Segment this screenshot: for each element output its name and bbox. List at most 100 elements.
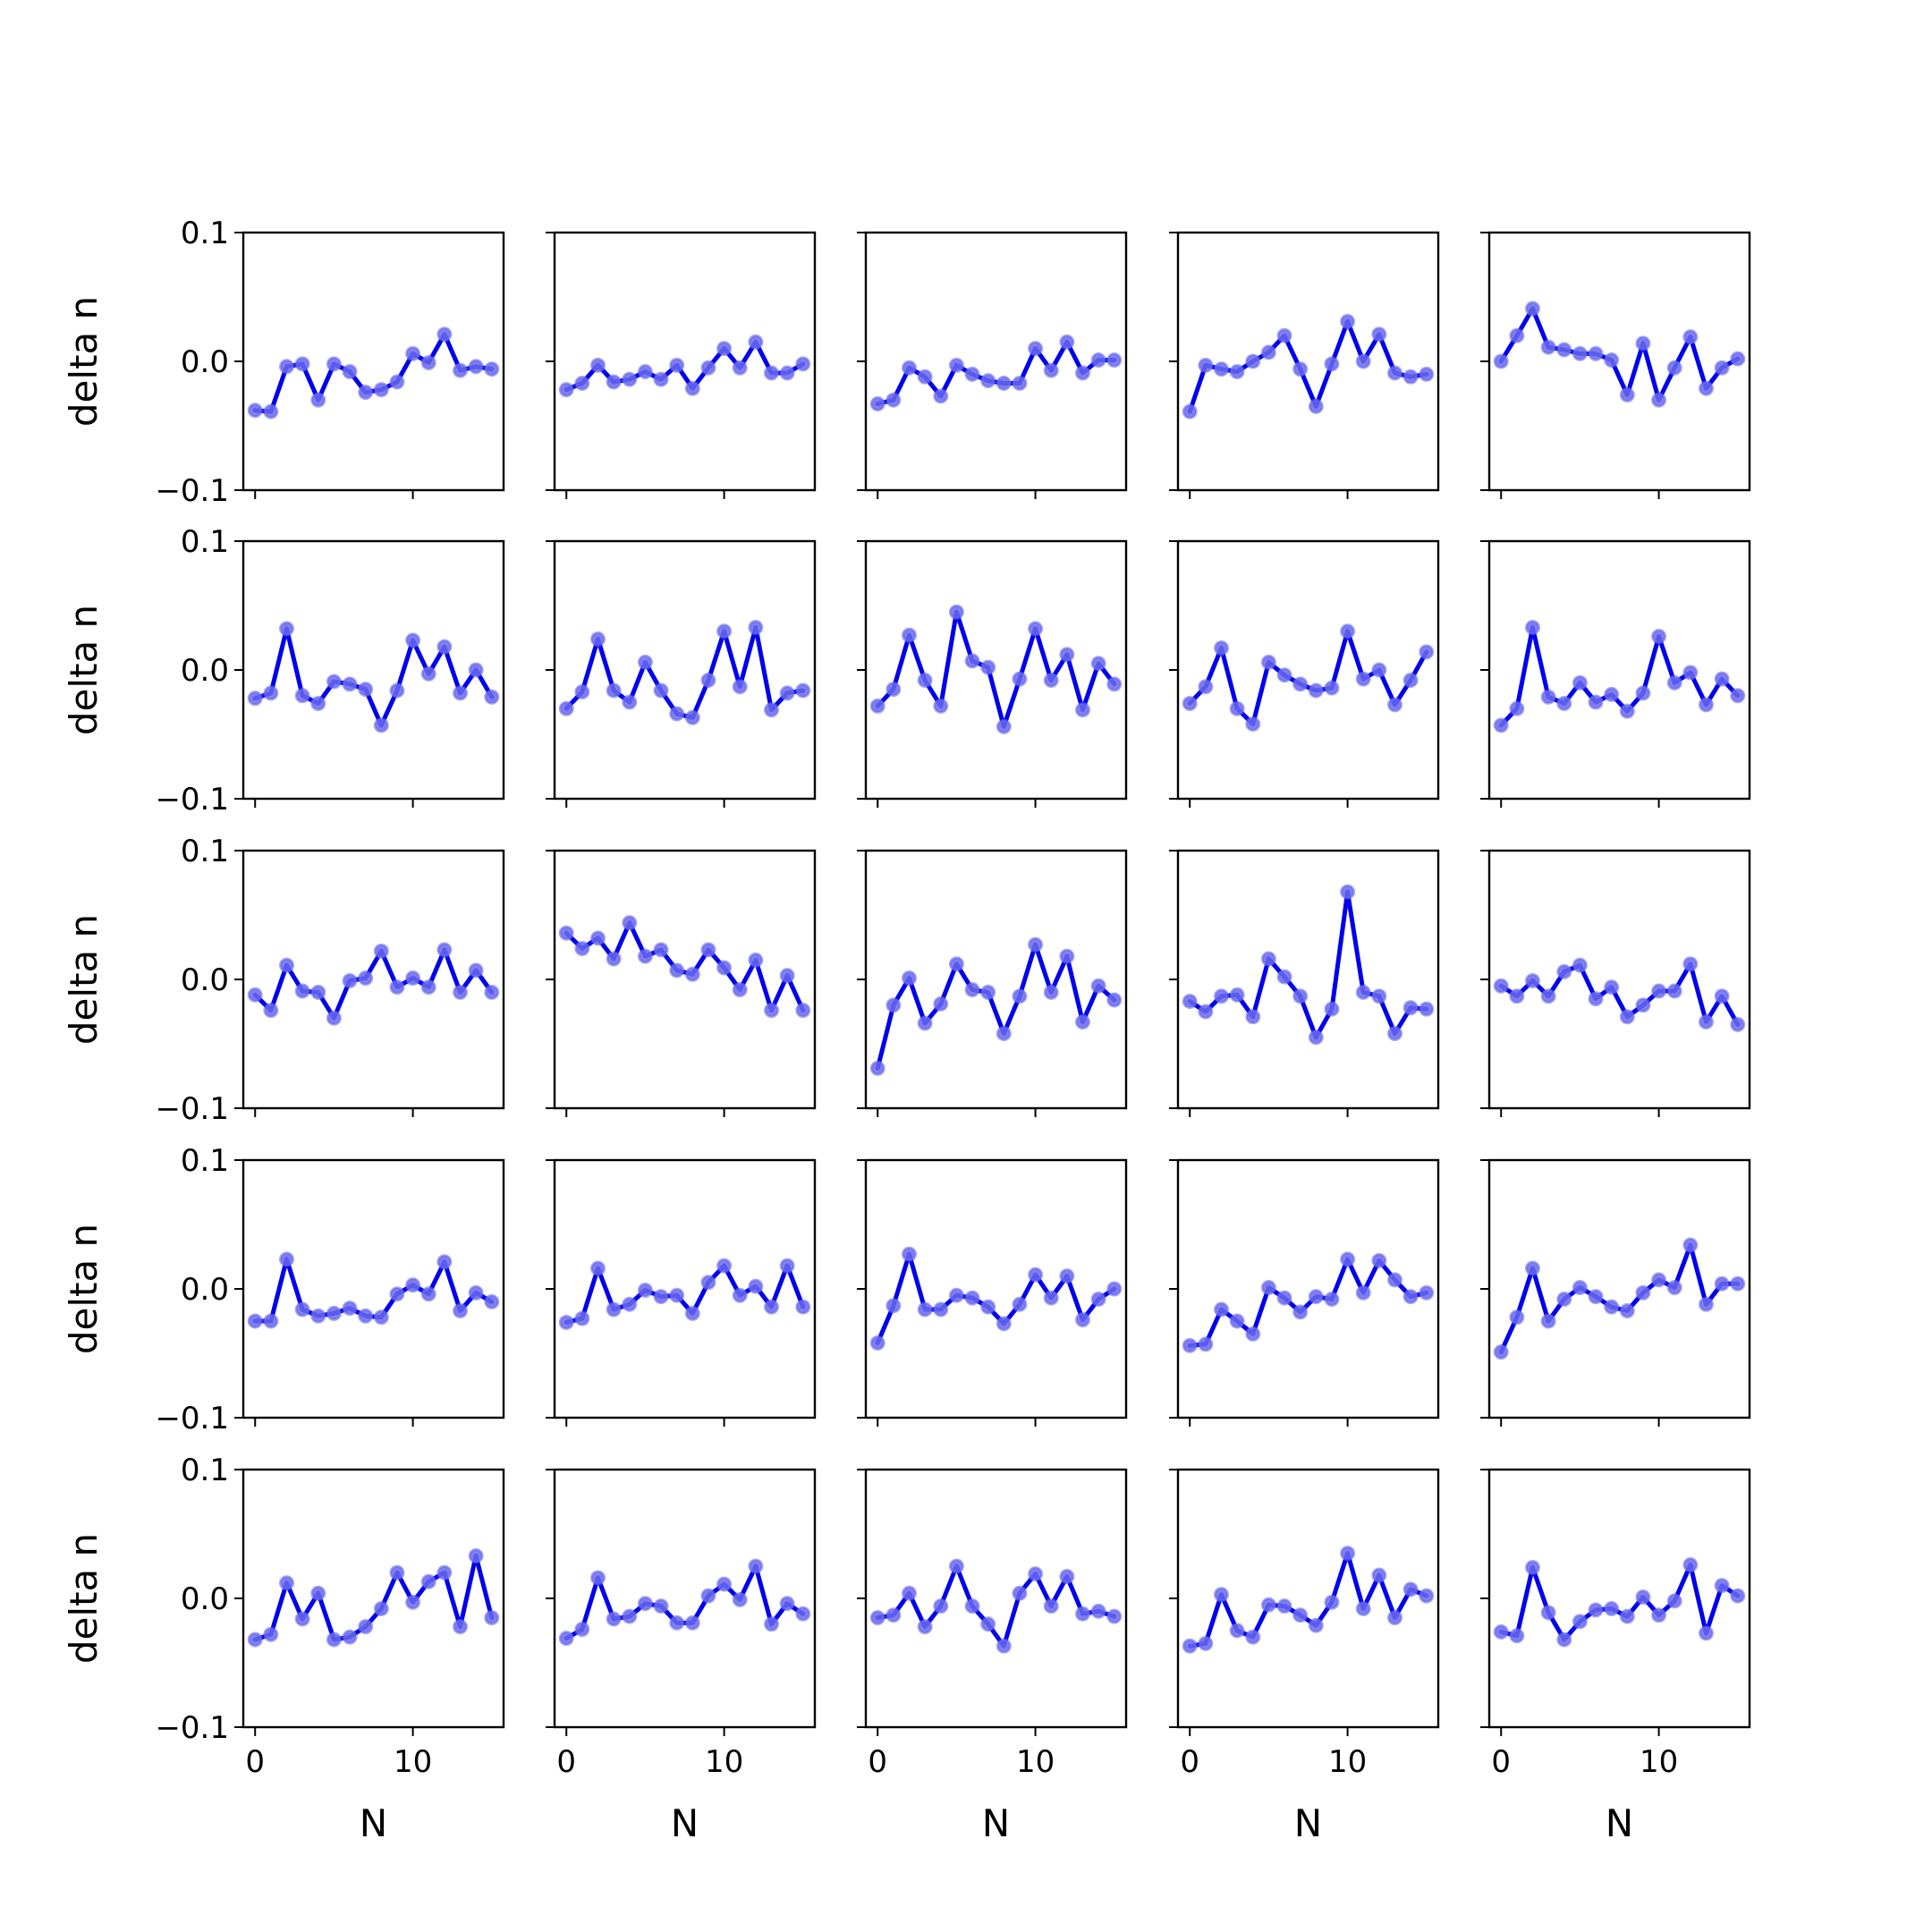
data-point xyxy=(1245,1326,1261,1342)
data-point xyxy=(558,925,574,941)
data-point xyxy=(558,1314,574,1330)
data-point xyxy=(653,371,669,387)
data-point xyxy=(1419,644,1435,660)
data-point xyxy=(1387,1025,1402,1041)
data-point xyxy=(247,402,263,419)
data-point xyxy=(1075,1606,1090,1622)
data-point xyxy=(669,1614,685,1631)
data-point xyxy=(996,718,1012,734)
data-point xyxy=(279,1575,294,1591)
panel-r2-c1: −0.1 0.0 0.1 delta n xyxy=(62,524,505,818)
data-point xyxy=(964,982,980,998)
data-point xyxy=(1059,334,1075,350)
data-point xyxy=(358,970,374,987)
axes-frame xyxy=(242,231,505,492)
axes-frame xyxy=(242,1158,505,1419)
data-point xyxy=(1493,978,1509,994)
data-point xyxy=(247,987,263,1003)
panel-r5-c4: 0 10N xyxy=(1169,1468,1440,1845)
data-point xyxy=(700,673,716,689)
data-point xyxy=(996,1025,1012,1041)
data-point xyxy=(1509,1628,1525,1644)
data-point xyxy=(1419,1001,1435,1017)
data-point xyxy=(1059,1268,1075,1284)
series-line xyxy=(1187,889,1429,1040)
data-point xyxy=(980,659,996,675)
data-point xyxy=(420,979,436,996)
data-point xyxy=(1509,1309,1525,1326)
data-point xyxy=(732,679,748,695)
data-point xyxy=(980,1616,996,1632)
data-point xyxy=(574,1622,590,1638)
data-point xyxy=(310,392,326,408)
data-point xyxy=(1308,1289,1324,1305)
data-point xyxy=(1635,997,1651,1013)
axes-frame xyxy=(553,849,817,1110)
data-point xyxy=(980,984,996,1000)
data-point xyxy=(294,356,310,372)
y-axis-label: delta n xyxy=(62,1533,106,1664)
data-point xyxy=(1635,685,1651,701)
data-point xyxy=(1540,988,1556,1004)
data-point xyxy=(1229,364,1245,380)
data-point xyxy=(732,1287,748,1303)
data-point xyxy=(1090,1603,1106,1619)
panel-r5-c5: 0 10N xyxy=(1480,1468,1751,1845)
data-point xyxy=(886,1298,902,1314)
data-point xyxy=(1699,1625,1714,1641)
data-point xyxy=(590,631,606,647)
axes-frame xyxy=(553,539,817,801)
data-point xyxy=(653,1598,669,1614)
data-point xyxy=(468,359,484,375)
data-point xyxy=(326,674,342,690)
data-point xyxy=(1651,392,1667,408)
data-point xyxy=(1714,1275,1730,1292)
data-point xyxy=(764,1299,779,1315)
data-point xyxy=(1106,352,1123,369)
data-point xyxy=(436,639,453,655)
data-point xyxy=(574,1310,590,1326)
data-point xyxy=(933,698,949,714)
x-axis-label: N xyxy=(671,1801,699,1845)
data-point xyxy=(1525,1260,1540,1276)
data-point xyxy=(263,1313,279,1329)
data-point xyxy=(1059,647,1075,663)
data-point xyxy=(279,621,294,637)
axes-frame xyxy=(1176,1468,1440,1729)
x-tick-label: 0 xyxy=(1491,1744,1511,1780)
data-point xyxy=(1028,936,1044,953)
data-point xyxy=(606,1611,622,1627)
data-point xyxy=(342,676,358,692)
axes-frame xyxy=(864,231,1128,492)
data-point xyxy=(420,1286,436,1302)
data-point xyxy=(732,1591,748,1607)
data-point xyxy=(342,364,358,380)
data-point xyxy=(779,1596,795,1612)
data-point xyxy=(1028,1267,1044,1283)
data-point xyxy=(1276,327,1292,343)
y-tick-label: 0.0 xyxy=(181,962,229,998)
data-point xyxy=(484,361,500,377)
data-point xyxy=(1588,1289,1604,1305)
data-point xyxy=(1419,1284,1435,1301)
data-point xyxy=(1214,1301,1229,1318)
data-point xyxy=(1402,1581,1419,1597)
data-point xyxy=(1682,956,1699,972)
data-point xyxy=(389,1286,405,1302)
data-point xyxy=(1525,1559,1540,1575)
y-tick-label: 0.1 xyxy=(181,524,229,560)
data-point xyxy=(1214,1587,1229,1603)
data-point xyxy=(669,357,685,373)
data-point xyxy=(886,997,902,1013)
data-point xyxy=(1666,674,1682,691)
data-point xyxy=(748,952,764,968)
data-point xyxy=(902,627,917,643)
data-point xyxy=(1371,988,1387,1004)
data-point xyxy=(1371,662,1387,678)
data-point xyxy=(1714,1578,1730,1594)
data-point xyxy=(310,984,326,1000)
series-line xyxy=(564,339,806,393)
data-point xyxy=(917,673,933,689)
data-point xyxy=(1012,988,1028,1004)
data-point xyxy=(326,1631,342,1648)
